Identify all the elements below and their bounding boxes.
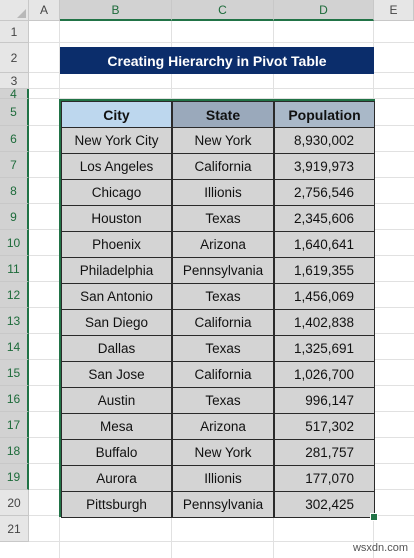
table-header-city[interactable]: City — [61, 101, 172, 128]
table-cell-population[interactable]: 1,619,355 — [274, 257, 375, 284]
table-cell-state[interactable]: Arizona — [172, 413, 274, 440]
table-cell-state[interactable]: California — [172, 153, 274, 180]
table-cell-state[interactable]: Arizona — [172, 231, 274, 258]
column-header-d[interactable]: D — [274, 0, 374, 21]
grid-line-horizontal — [29, 541, 414, 542]
row-header-10[interactable]: 10 — [0, 230, 29, 256]
column-header-a[interactable]: A — [29, 0, 60, 21]
table-cell-state[interactable]: Texas — [172, 205, 274, 232]
grid-line-horizontal — [29, 98, 414, 99]
table-cell-state[interactable]: Pennsylvania — [172, 491, 274, 518]
table-cell-population[interactable]: 1,640,641 — [274, 231, 375, 258]
table-cell-city[interactable]: Los Angeles — [61, 153, 172, 180]
fill-handle[interactable] — [370, 513, 378, 521]
table-cell-population[interactable]: 302,425 — [274, 491, 375, 518]
table-cell-city[interactable]: Dallas — [61, 335, 172, 362]
row-header-5[interactable]: 5 — [0, 99, 29, 126]
table-cell-state[interactable]: Illionis — [172, 179, 274, 206]
row-header-7[interactable]: 7 — [0, 152, 29, 178]
row-header-11[interactable]: 11 — [0, 256, 29, 282]
row-header-1[interactable]: 1 — [0, 21, 29, 43]
select-all-corner[interactable] — [0, 0, 29, 21]
row-header-2[interactable]: 2 — [0, 43, 29, 73]
row-header-3[interactable]: 3 — [0, 73, 29, 89]
table-cell-city[interactable]: Chicago — [61, 179, 172, 206]
table-cell-city[interactable]: Houston — [61, 205, 172, 232]
table-cell-population[interactable]: 1,456,069 — [274, 283, 375, 310]
table-cell-city[interactable]: San Jose — [61, 361, 172, 388]
row-header-21[interactable]: 21 — [0, 516, 29, 542]
column-header-e[interactable]: E — [374, 0, 414, 21]
table-cell-city[interactable]: Pittsburgh — [61, 491, 172, 518]
table-cell-state[interactable]: Texas — [172, 283, 274, 310]
data-table[interactable]: City State Population New York City New York… — [59, 99, 375, 518]
row-header-13[interactable]: 13 — [0, 308, 29, 334]
table-header-state[interactable]: State — [172, 101, 274, 128]
watermark: wsxdn.com — [352, 542, 408, 554]
row-header-17[interactable]: 17 — [0, 412, 29, 438]
column-header-c[interactable]: C — [172, 0, 274, 21]
table-cell-state[interactable]: New York — [172, 439, 274, 466]
column-header-b[interactable]: B — [60, 0, 172, 21]
table-cell-city[interactable]: New York City — [61, 127, 172, 154]
grid-line-horizontal — [29, 42, 414, 43]
table-cell-population[interactable]: 281,757 — [274, 439, 375, 466]
table-cell-city[interactable]: Mesa — [61, 413, 172, 440]
sheet-title: Creating Hierarchy in Pivot Table — [60, 47, 374, 74]
row-header-9[interactable]: 9 — [0, 204, 29, 230]
table-cell-population[interactable]: 177,070 — [274, 465, 375, 492]
table-cell-city[interactable]: San Diego — [61, 309, 172, 336]
row-header-18[interactable]: 18 — [0, 438, 29, 464]
table-cell-population[interactable]: 8,930,002 — [274, 127, 375, 154]
row-header-19[interactable]: 19 — [0, 464, 29, 490]
row-header-15[interactable]: 15 — [0, 360, 29, 386]
table-cell-population[interactable]: 2,345,606 — [274, 205, 375, 232]
grid-line-horizontal — [29, 88, 414, 89]
table-cell-population[interactable]: 517,302 — [274, 413, 375, 440]
row-header-8[interactable]: 8 — [0, 178, 29, 204]
row-header-6[interactable]: 6 — [0, 126, 29, 152]
table-cell-city[interactable]: Buffalo — [61, 439, 172, 466]
table-cell-state[interactable]: California — [172, 309, 274, 336]
row-header-14[interactable]: 14 — [0, 334, 29, 360]
table-cell-state[interactable]: California — [172, 361, 274, 388]
table-header-population[interactable]: Population — [274, 101, 375, 128]
table-cell-state[interactable]: New York — [172, 127, 274, 154]
table-cell-population[interactable]: 996,147 — [274, 387, 375, 414]
table-cell-state[interactable]: Texas — [172, 387, 274, 414]
row-header-12[interactable]: 12 — [0, 282, 29, 308]
table-cell-state[interactable]: Pennsylvania — [172, 257, 274, 284]
table-cell-city[interactable]: San Antonio — [61, 283, 172, 310]
table-cell-state[interactable]: Illionis — [172, 465, 274, 492]
table-cell-city[interactable]: Philadelphia — [61, 257, 172, 284]
table-cell-city[interactable]: Phoenix — [61, 231, 172, 258]
table-cell-population[interactable]: 3,919,973 — [274, 153, 375, 180]
table-cell-city[interactable]: Aurora — [61, 465, 172, 492]
table-cell-population[interactable]: 2,756,546 — [274, 179, 375, 206]
table-cell-population[interactable]: 1,026,700 — [274, 361, 375, 388]
table-cell-state[interactable]: Texas — [172, 335, 274, 362]
table-cell-population[interactable]: 1,325,691 — [274, 335, 375, 362]
row-header-16[interactable]: 16 — [0, 386, 29, 412]
table-cell-city[interactable]: Austin — [61, 387, 172, 414]
select-all-triangle-icon — [17, 9, 26, 18]
row-header-4[interactable]: 4 — [0, 87, 29, 101]
table-cell-population[interactable]: 1,402,838 — [274, 309, 375, 336]
row-header-20[interactable]: 20 — [0, 490, 29, 516]
